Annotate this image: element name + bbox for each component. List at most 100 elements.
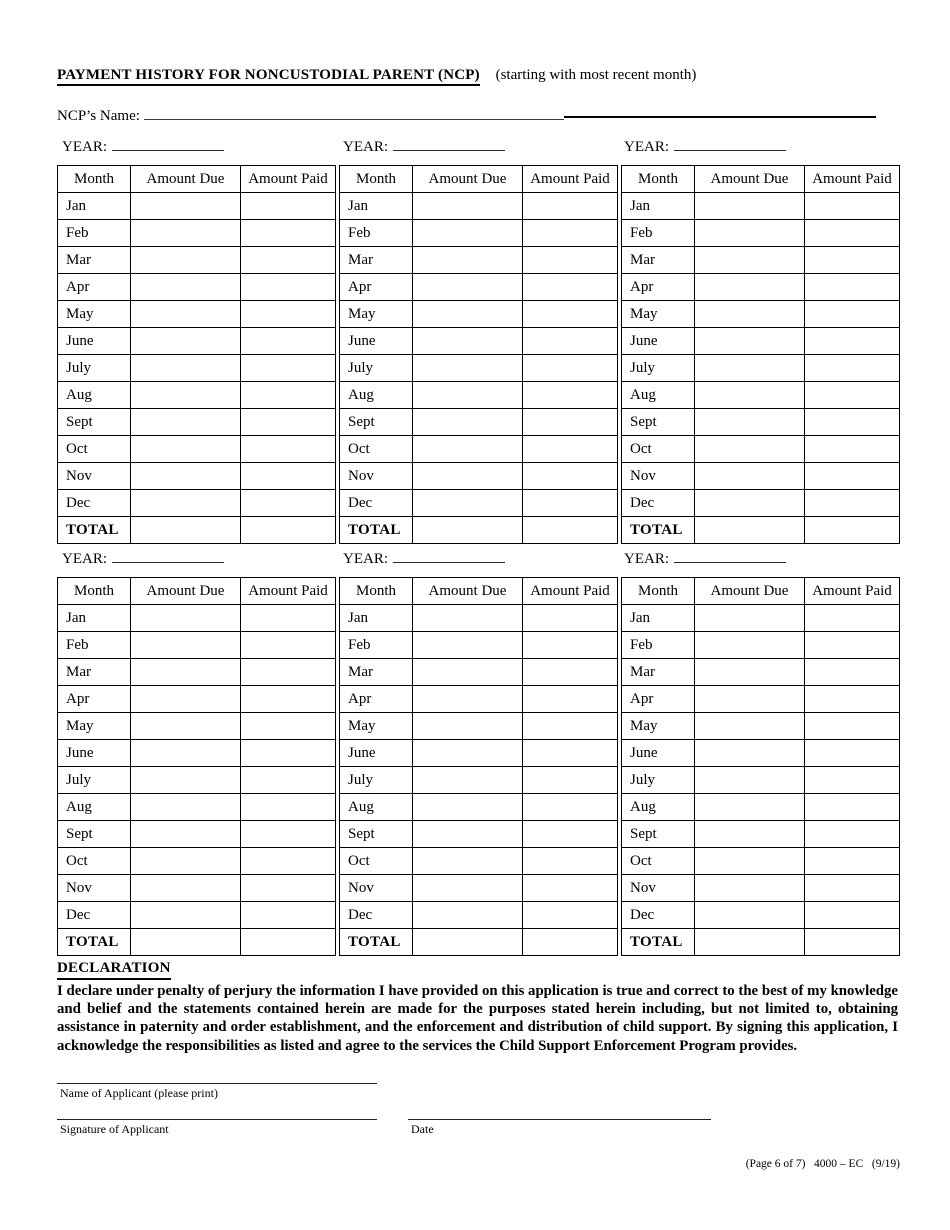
amount-paid-cell[interactable] — [240, 246, 336, 274]
amount-due-cell[interactable] — [412, 354, 523, 382]
amount-due-cell[interactable] — [694, 901, 805, 929]
amount-paid-cell[interactable] — [522, 901, 618, 929]
amount-due-cell[interactable] — [130, 408, 241, 436]
amount-paid-cell[interactable] — [804, 435, 900, 463]
amount-due-cell[interactable] — [694, 712, 805, 740]
amount-paid-cell[interactable] — [240, 273, 336, 301]
amount-paid-cell[interactable] — [522, 712, 618, 740]
amount-paid-cell[interactable] — [804, 300, 900, 328]
ncp-name-input-line[interactable] — [143, 105, 564, 120]
year-input-line[interactable] — [393, 137, 505, 151]
amount-due-cell[interactable] — [412, 516, 523, 544]
amount-paid-cell[interactable] — [522, 766, 618, 794]
amount-paid-cell[interactable] — [240, 874, 336, 902]
year-input-line[interactable] — [112, 549, 224, 563]
amount-due-cell[interactable] — [130, 874, 241, 902]
amount-due-cell[interactable] — [694, 489, 805, 517]
amount-due-cell[interactable] — [130, 739, 241, 767]
amount-due-cell[interactable] — [130, 381, 241, 409]
amount-paid-cell[interactable] — [522, 327, 618, 355]
amount-due-cell[interactable] — [130, 820, 241, 848]
amount-due-cell[interactable] — [130, 604, 241, 632]
amount-due-cell[interactable] — [130, 901, 241, 929]
amount-due-cell[interactable] — [130, 462, 241, 490]
amount-paid-cell[interactable] — [240, 712, 336, 740]
amount-paid-cell[interactable] — [804, 685, 900, 713]
amount-paid-cell[interactable] — [240, 685, 336, 713]
amount-due-cell[interactable] — [694, 604, 805, 632]
amount-due-cell[interactable] — [412, 462, 523, 490]
amount-paid-cell[interactable] — [804, 489, 900, 517]
date-line[interactable] — [408, 1118, 711, 1120]
amount-due-cell[interactable] — [412, 847, 523, 875]
amount-due-cell[interactable] — [694, 658, 805, 686]
amount-paid-cell[interactable] — [240, 793, 336, 821]
amount-due-cell[interactable] — [412, 631, 523, 659]
year-input-line[interactable] — [112, 137, 224, 151]
amount-paid-cell[interactable] — [522, 462, 618, 490]
amount-paid-cell[interactable] — [804, 408, 900, 436]
amount-due-cell[interactable] — [694, 928, 805, 956]
amount-paid-cell[interactable] — [240, 631, 336, 659]
amount-paid-cell[interactable] — [522, 874, 618, 902]
year-input-line[interactable] — [674, 549, 786, 563]
amount-paid-cell[interactable] — [240, 462, 336, 490]
amount-paid-cell[interactable] — [240, 847, 336, 875]
amount-due-cell[interactable] — [412, 219, 523, 247]
amount-due-cell[interactable] — [412, 793, 523, 821]
amount-due-cell[interactable] — [130, 793, 241, 821]
amount-due-cell[interactable] — [412, 820, 523, 848]
amount-paid-cell[interactable] — [804, 847, 900, 875]
amount-due-cell[interactable] — [412, 273, 523, 301]
amount-due-cell[interactable] — [412, 327, 523, 355]
amount-due-cell[interactable] — [694, 192, 805, 220]
amount-paid-cell[interactable] — [240, 766, 336, 794]
amount-due-cell[interactable] — [694, 516, 805, 544]
amount-due-cell[interactable] — [412, 435, 523, 463]
amount-due-cell[interactable] — [694, 354, 805, 382]
amount-due-cell[interactable] — [694, 273, 805, 301]
amount-paid-cell[interactable] — [522, 273, 618, 301]
amount-due-cell[interactable] — [412, 604, 523, 632]
amount-due-cell[interactable] — [130, 300, 241, 328]
amount-due-cell[interactable] — [694, 874, 805, 902]
amount-paid-cell[interactable] — [804, 928, 900, 956]
amount-paid-cell[interactable] — [804, 820, 900, 848]
amount-paid-cell[interactable] — [522, 928, 618, 956]
amount-paid-cell[interactable] — [804, 712, 900, 740]
amount-paid-cell[interactable] — [522, 793, 618, 821]
amount-paid-cell[interactable] — [804, 516, 900, 544]
amount-paid-cell[interactable] — [240, 300, 336, 328]
amount-due-cell[interactable] — [694, 847, 805, 875]
amount-due-cell[interactable] — [694, 219, 805, 247]
amount-paid-cell[interactable] — [804, 604, 900, 632]
amount-due-cell[interactable] — [694, 408, 805, 436]
amount-due-cell[interactable] — [694, 685, 805, 713]
year-input-line[interactable] — [674, 137, 786, 151]
amount-due-cell[interactable] — [694, 820, 805, 848]
amount-paid-cell[interactable] — [804, 327, 900, 355]
amount-paid-cell[interactable] — [522, 435, 618, 463]
amount-paid-cell[interactable] — [804, 462, 900, 490]
amount-due-cell[interactable] — [412, 874, 523, 902]
amount-due-cell[interactable] — [412, 192, 523, 220]
amount-due-cell[interactable] — [412, 739, 523, 767]
amount-due-cell[interactable] — [130, 766, 241, 794]
amount-paid-cell[interactable] — [522, 381, 618, 409]
amount-due-cell[interactable] — [694, 327, 805, 355]
amount-paid-cell[interactable] — [240, 820, 336, 848]
amount-paid-cell[interactable] — [240, 327, 336, 355]
amount-paid-cell[interactable] — [804, 793, 900, 821]
amount-due-cell[interactable] — [130, 712, 241, 740]
amount-paid-cell[interactable] — [240, 901, 336, 929]
amount-paid-cell[interactable] — [240, 408, 336, 436]
amount-paid-cell[interactable] — [522, 604, 618, 632]
amount-paid-cell[interactable] — [804, 219, 900, 247]
applicant-name-line[interactable] — [57, 1082, 377, 1084]
amount-due-cell[interactable] — [694, 246, 805, 274]
amount-due-cell[interactable] — [694, 435, 805, 463]
amount-due-cell[interactable] — [130, 435, 241, 463]
amount-paid-cell[interactable] — [240, 739, 336, 767]
amount-paid-cell[interactable] — [522, 489, 618, 517]
amount-paid-cell[interactable] — [522, 658, 618, 686]
